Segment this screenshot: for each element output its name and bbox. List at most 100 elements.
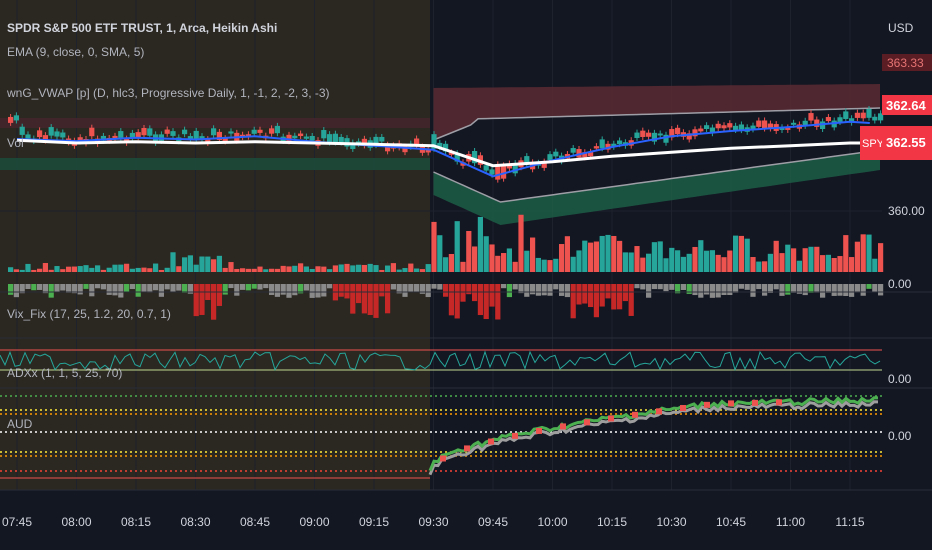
volume-bar <box>849 257 855 272</box>
candle-body <box>228 131 234 134</box>
candle-body <box>118 131 124 138</box>
vixfix-bar <box>13 284 19 298</box>
vixfix-bar <box>512 284 518 290</box>
vixfix-bar <box>60 284 66 291</box>
candle-body <box>350 142 356 149</box>
time-tick-label: 08:30 <box>180 515 210 529</box>
time-tick-label: 09:30 <box>418 515 448 529</box>
volume-bar <box>466 230 472 272</box>
vixfix-bar <box>321 284 327 297</box>
volume-bar <box>303 266 309 272</box>
volume-bar <box>153 263 159 272</box>
vixfix-bar <box>559 284 565 296</box>
volume-bar <box>715 254 721 272</box>
vixfix-bar <box>408 284 414 292</box>
volume-bar <box>866 234 872 272</box>
vixfix-bar <box>25 284 31 290</box>
volume-bar <box>269 268 275 272</box>
adx-line <box>0 350 881 372</box>
vixfix-bar <box>176 284 182 291</box>
candle-body <box>495 164 501 180</box>
candle-body <box>216 131 222 140</box>
volume-bar <box>675 250 681 272</box>
candle-body <box>141 128 147 136</box>
aud-line <box>428 396 879 472</box>
volume-bar <box>199 256 205 272</box>
ema-line <box>16 120 870 178</box>
candle-body <box>135 132 141 138</box>
vixfix-bar <box>269 284 275 295</box>
vol-legend[interactable]: Vol <box>7 136 24 150</box>
volume-bar <box>506 248 512 272</box>
vwap-legend[interactable]: wnG_VWAP [p] (D, hlc3, Progressive Daily… <box>6 86 330 100</box>
volume-bar <box>680 256 686 272</box>
candle-body <box>820 121 826 130</box>
vixfix-bar <box>71 284 77 294</box>
vixfix-bar <box>199 284 205 315</box>
candle-body <box>54 131 60 137</box>
vixfix-legend[interactable]: Vix_Fix (17, 25, 1.2, 20, 0.7, 1) <box>7 307 171 321</box>
volume-bar <box>228 262 234 272</box>
volume-bar <box>628 252 634 272</box>
candle-body <box>489 169 495 175</box>
vixfix-bar <box>709 284 715 298</box>
candle-body <box>715 123 721 129</box>
candle-body <box>448 152 454 155</box>
adx-legend[interactable]: ADXx (1, 1, 5, 25, 70) <box>7 366 122 380</box>
vixfix-bar <box>234 284 240 296</box>
volume-bars <box>8 214 884 272</box>
vixfix-bar <box>135 284 141 297</box>
candle-body <box>483 165 489 171</box>
candle-body <box>240 134 246 138</box>
vixfix-bar <box>524 284 530 297</box>
adx-axis-label: 0.00 <box>888 372 912 386</box>
candle-body <box>182 129 188 135</box>
volume-bar <box>808 246 814 272</box>
vixfix-bar <box>518 284 524 294</box>
vixfix-bar <box>611 284 617 310</box>
vixfix-bar <box>83 284 89 289</box>
vixfix-bar <box>680 284 686 291</box>
candle-body <box>13 115 19 121</box>
volume-bar <box>559 244 565 272</box>
candle-body <box>298 133 304 137</box>
candle-body <box>849 118 855 123</box>
volume-bar <box>60 269 66 272</box>
aud-legend[interactable]: AUD <box>7 417 33 431</box>
vixfix-bar <box>773 284 779 290</box>
volume-bar <box>599 235 605 272</box>
vixfix-bar <box>472 284 478 302</box>
candle-body <box>8 116 14 123</box>
candle-body <box>431 134 437 149</box>
candle-body <box>274 125 280 134</box>
vixfix-bar <box>344 284 350 299</box>
vixfix-bar <box>547 284 553 296</box>
vixfix-pane <box>8 284 884 320</box>
volume-bar <box>622 252 628 272</box>
candle-body <box>524 156 530 165</box>
volume-bar <box>147 268 153 272</box>
volume-bar <box>773 240 779 272</box>
aud-marker <box>440 455 446 462</box>
volume-bar <box>309 268 315 272</box>
vixfix-bar <box>222 284 228 295</box>
volume-bar <box>373 265 379 272</box>
candle-body <box>808 113 814 121</box>
volume-bar <box>564 236 570 272</box>
vixfix-bar <box>454 284 460 319</box>
candle-body <box>593 146 599 149</box>
volume-bar <box>129 268 135 272</box>
candle-body <box>756 120 762 127</box>
volume-bar <box>361 264 367 272</box>
time-tick-label: 08:15 <box>121 515 151 529</box>
ema-legend[interactable]: EMA (9, close, 0, SMA, 5) <box>7 45 144 59</box>
volume-bar <box>234 268 240 272</box>
volume-bar <box>158 269 164 272</box>
volume-bar <box>663 258 669 272</box>
volume-bar <box>698 240 704 272</box>
vixfix-bar <box>303 284 309 291</box>
candle-body <box>704 125 710 129</box>
vixfix-bar <box>309 284 315 298</box>
upper-band <box>433 84 880 140</box>
